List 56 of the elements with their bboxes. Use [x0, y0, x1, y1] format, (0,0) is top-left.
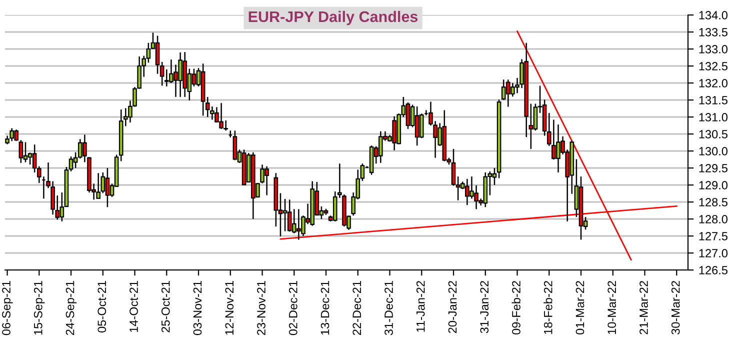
- candlestick: [406, 102, 410, 130]
- candlestick: [28, 152, 32, 166]
- y-tick-label: 133.0: [699, 45, 728, 54]
- candlestick: [492, 167, 497, 186]
- x-tick-label: 24-Sep-21: [66, 280, 77, 335]
- x-tick-label: 31-Jan-22: [480, 281, 489, 334]
- y-tick-label: 133.5: [699, 28, 728, 36]
- x-tick-label: 31-Dec-21: [384, 280, 393, 336]
- x-tick-label: 15-Sep-21: [34, 280, 45, 335]
- candlestick: [528, 103, 534, 150]
- x-tick-label: 21-Mar-22: [640, 281, 648, 334]
- candlestick: [100, 172, 106, 194]
- x-tick-label: 18-Feb-22: [544, 281, 552, 334]
- y-tick-label: 131.5: [699, 96, 728, 104]
- candlestick: [232, 130, 238, 161]
- y-tick-label: 129.5: [699, 164, 728, 172]
- y-tick-label: 130.0: [699, 147, 728, 156]
- x-tick-label: 05-Oct-21: [98, 280, 106, 332]
- x-tick-label: 02-Dec-21: [288, 280, 298, 336]
- y-tick-label: 131.0: [699, 113, 728, 122]
- y-tick-label: 129.0: [699, 181, 728, 190]
- y-tick-label: 126.5: [699, 266, 728, 274]
- x-tick-label: 25-Oct-21: [161, 280, 170, 332]
- x-tick-label: 14-Oct-21: [130, 280, 138, 332]
- candlestick: [419, 112, 424, 139]
- x-tick-label: 22-Dec-21: [352, 280, 362, 335]
- candlestick: [155, 35, 160, 74]
- y-tick-label: 130.5: [699, 130, 728, 138]
- candlestick: [160, 61, 164, 86]
- x-tick-label: 11-Jan-22: [416, 281, 425, 332]
- chart-title: EUR-JPY Daily Candles: [248, 10, 418, 26]
- candlestick: [68, 156, 74, 172]
- candlestick: [146, 42, 151, 64]
- y-tick-label: 127.5: [699, 232, 728, 240]
- x-tick-label: 12-Nov-21: [225, 280, 234, 335]
- x-tick-label: 01-Mar-22: [576, 281, 584, 334]
- candlestick: [23, 142, 28, 163]
- x-tick-label: 10-Mar-22: [608, 281, 616, 334]
- y-tick-label: 132.5: [699, 62, 728, 70]
- x-tick-label: 13-Dec-21: [320, 280, 330, 335]
- candlestick: [533, 103, 538, 132]
- x-tick-label: 20-Jan-22: [448, 281, 457, 333]
- x-tick-label: 30-Mar-22: [671, 281, 680, 334]
- x-tick-label: 06-Sep-21: [2, 280, 13, 336]
- x-tick-label: 03-Nov-21: [193, 280, 202, 336]
- candlestick: [451, 148, 456, 186]
- y-tick-label: 128.0: [699, 215, 728, 224]
- x-tick-label: 23-Nov-21: [257, 280, 266, 335]
- y-tick-label: 128.5: [699, 198, 728, 206]
- candlestick: [282, 198, 288, 232]
- candlestick: [205, 96, 210, 118]
- y-tick-label: 134.0: [699, 11, 728, 20]
- x-tick-label: 09-Feb-22: [512, 281, 520, 334]
- y-tick-label: 132.0: [699, 79, 728, 88]
- y-tick-label: 127.0: [699, 249, 728, 258]
- candlestick: [18, 139, 24, 164]
